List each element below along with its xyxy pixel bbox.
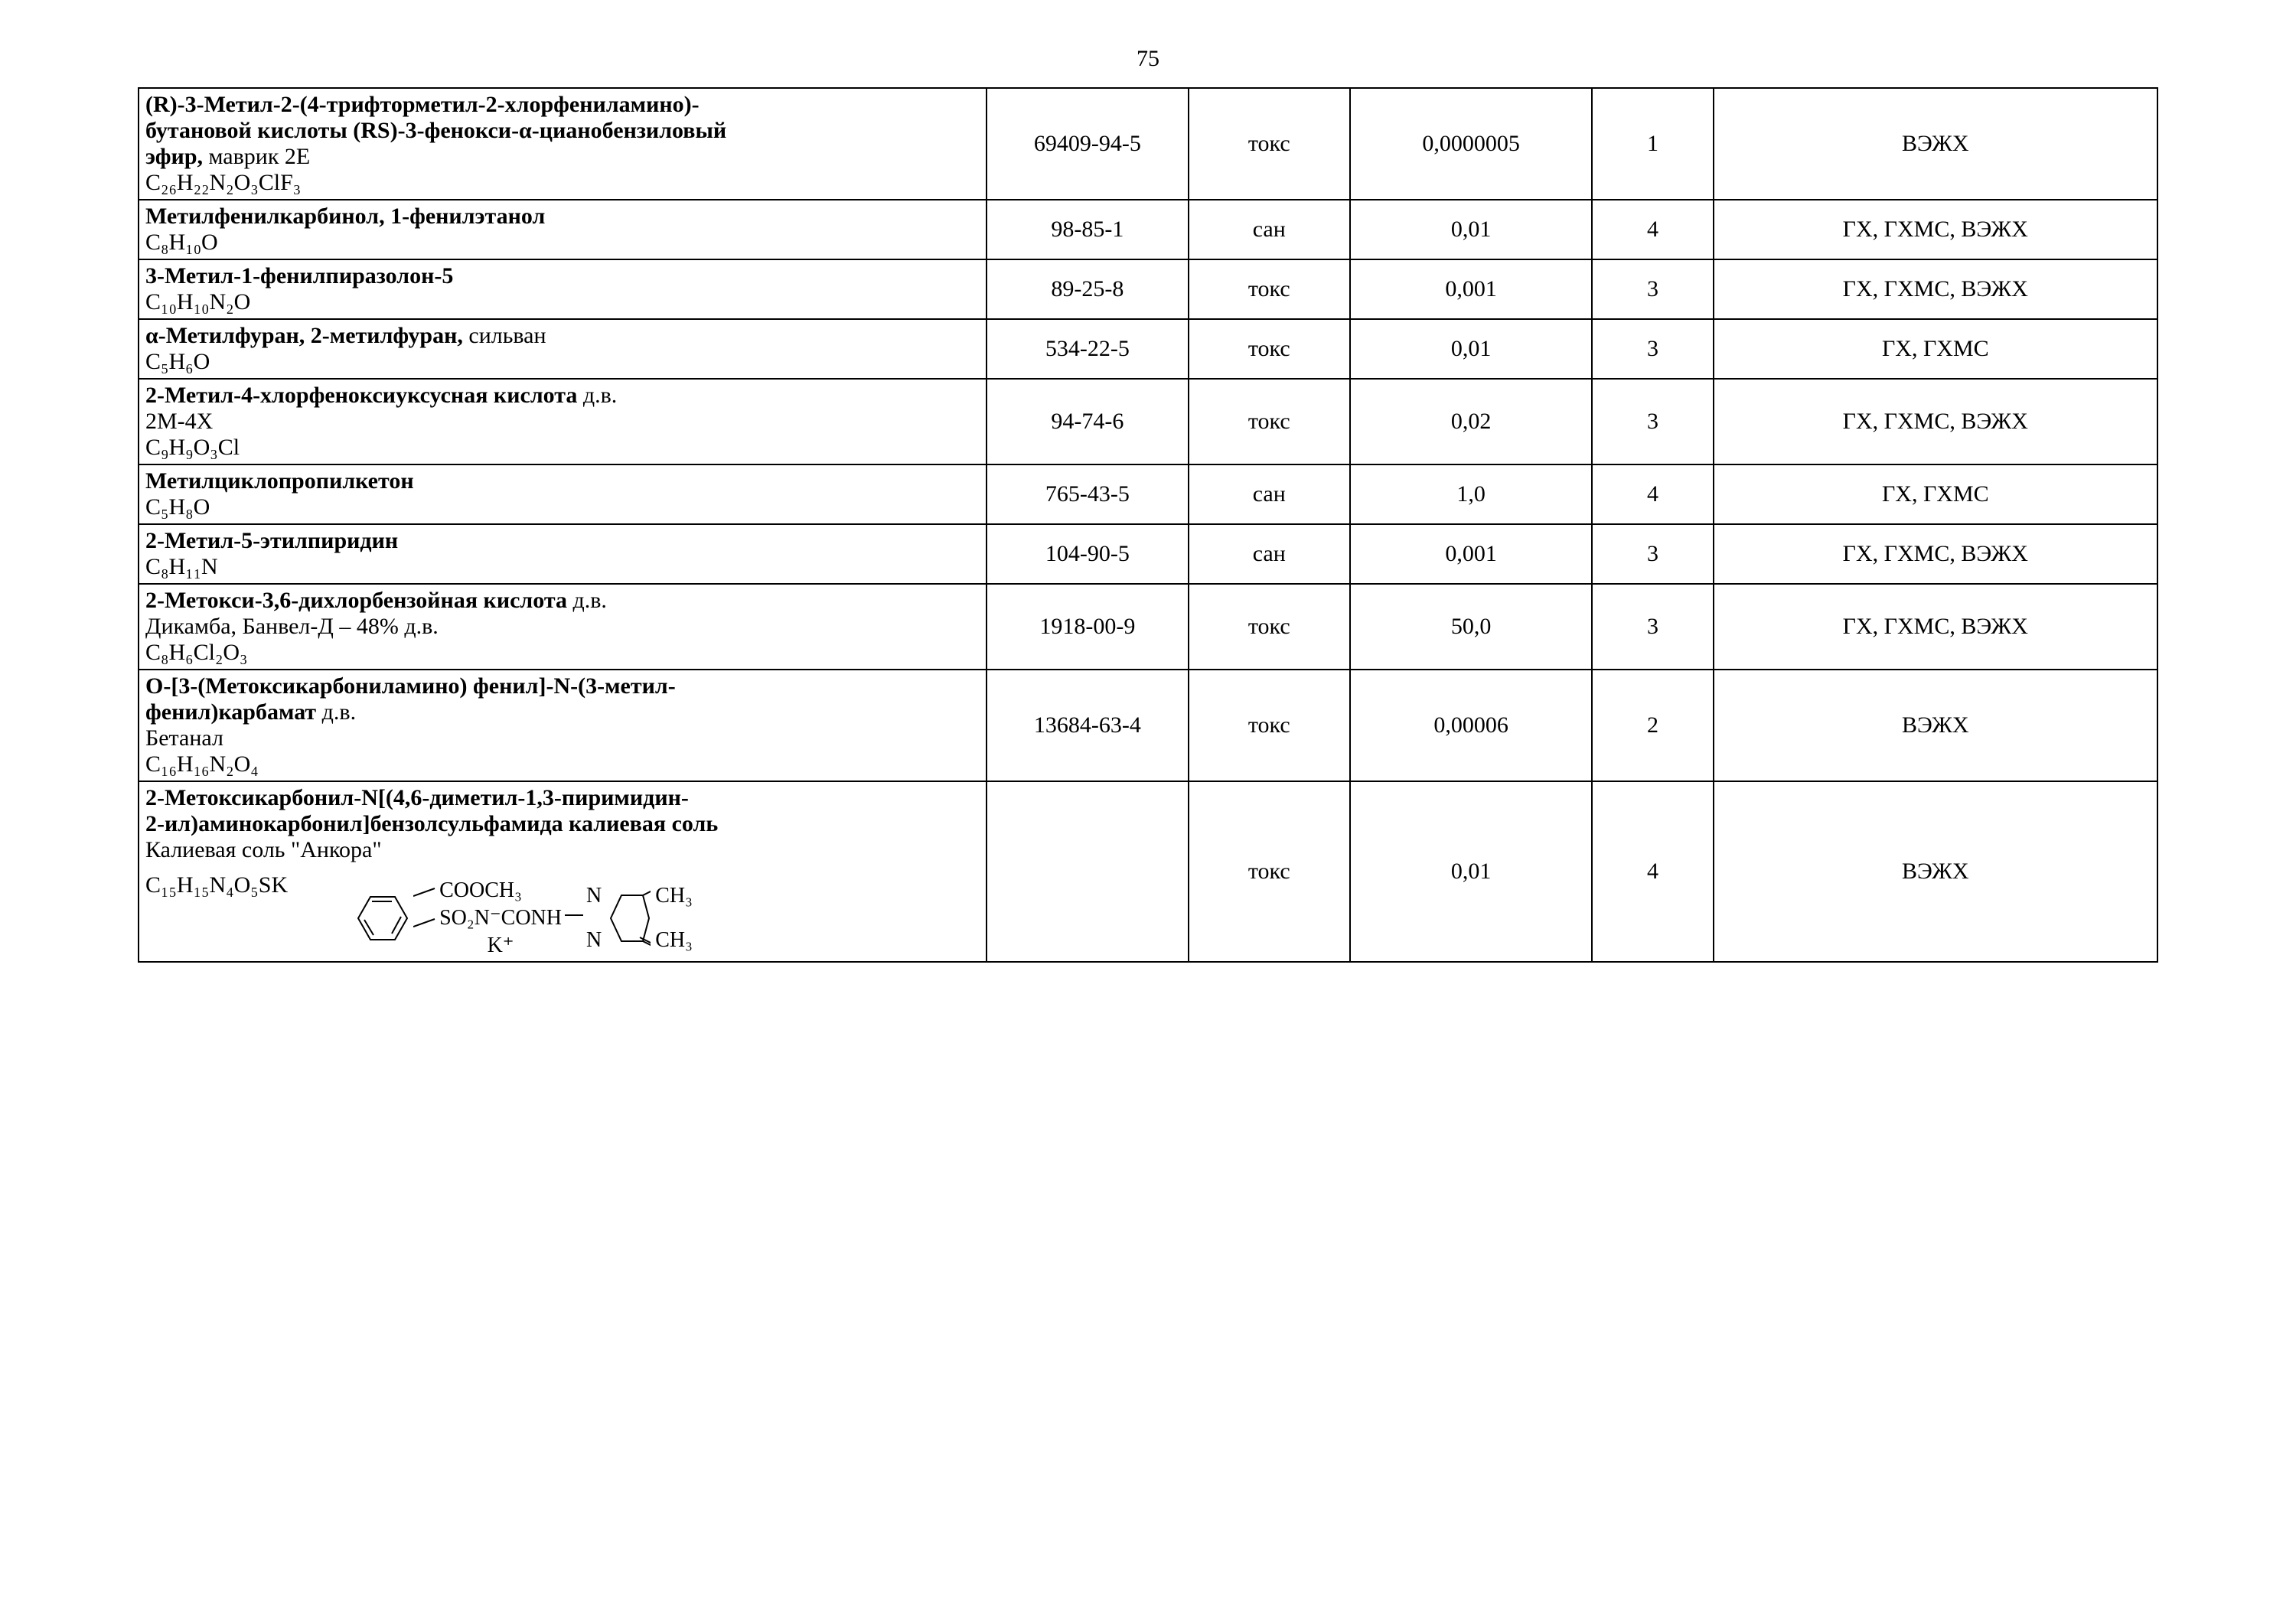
cls-cell: 3 [1592,524,1713,584]
name-cell: 2-Метокси-3,6-дихлорбензойная кислота д.… [139,584,987,670]
ind-cell: токс [1189,319,1350,379]
met-cell: ГХ, ГХМС [1714,319,2157,379]
met-cell: ВЭЖХ [1714,781,2157,962]
ind-cell: токс [1189,781,1350,962]
cls-cell: 3 [1592,259,1713,319]
name-cell: (R)-3-Метил-2-(4-трифторметил-2-хлорфени… [139,88,987,200]
name-cell: 2-Метил-5-этилпиридинC₈H₁₁N [139,524,987,584]
table-row: 2-Метоксикарбонил-N[(4,6-диметил-1,3-пир… [139,781,2157,962]
name-cell: α-Метилфуран, 2-метилфуран, сильванC₅H₆O [139,319,987,379]
pdk-cell: 50,0 [1350,584,1593,670]
cas-cell: 13684-63-4 [987,670,1189,781]
cas-cell: 104-90-5 [987,524,1189,584]
pdk-cell: 0,01 [1350,200,1593,259]
cls-cell: 2 [1592,670,1713,781]
cas-cell: 765-43-5 [987,464,1189,524]
cls-cell: 4 [1592,464,1713,524]
pdk-cell: 0,0000005 [1350,88,1593,200]
cas-cell: 89-25-8 [987,259,1189,319]
met-cell: ГХ, ГХМС [1714,464,2157,524]
pdk-cell: 0,01 [1350,781,1593,962]
table-row: 3-Метил-1-фенилпиразолон-5C₁₀H₁₀N₂O89-25… [139,259,2157,319]
met-cell: ГХ, ГХМС, ВЭЖХ [1714,200,2157,259]
name-cell: 3-Метил-1-фенилпиразолон-5C₁₀H₁₀N₂O [139,259,987,319]
cas-cell: 69409-94-5 [987,88,1189,200]
ind-cell: токс [1189,88,1350,200]
name-cell: 2-Метоксикарбонил-N[(4,6-диметил-1,3-пир… [139,781,987,962]
table-row: МетилциклопропилкетонC₅H₈O765-43-5сан1,0… [139,464,2157,524]
ind-cell: сан [1189,464,1350,524]
ind-cell: токс [1189,584,1350,670]
met-cell: ГХ, ГХМС, ВЭЖХ [1714,584,2157,670]
cls-cell: 3 [1592,379,1713,464]
table-row: О-[3-(Метоксикарбониламино) фенил]-N-(3-… [139,670,2157,781]
cls-cell: 3 [1592,319,1713,379]
cas-cell: 534-22-5 [987,319,1189,379]
formula: C₈H₁₀O [145,230,980,256]
cas-cell: 94-74-6 [987,379,1189,464]
pdk-cell: 1,0 [1350,464,1593,524]
ind-cell: сан [1189,200,1350,259]
table-row: 2-Метил-4-хлорфеноксиуксусная кислота д.… [139,379,2157,464]
met-cell: ГХ, ГХМС, ВЭЖХ [1714,259,2157,319]
pdk-cell: 0,001 [1350,524,1593,584]
formula: C₁₆H₁₆N₂O₄ [145,751,980,777]
formula: C₂₆H₂₂N₂O₃ClF₃ [145,170,980,196]
data-table: (R)-3-Метил-2-(4-трифторметил-2-хлорфени… [138,87,2158,963]
page-number: 75 [138,46,2158,72]
met-cell: ГХ, ГХМС, ВЭЖХ [1714,379,2157,464]
table-row: Метилфенилкарбинол, 1-фенилэтанолC₈H₁₀O9… [139,200,2157,259]
cas-cell: 1918-00-9 [987,584,1189,670]
ind-cell: токс [1189,379,1350,464]
table-row: 2-Метокси-3,6-дихлорбензойная кислота д.… [139,584,2157,670]
cas-cell [987,781,1189,962]
name-cell: О-[3-(Метоксикарбониламино) фенил]-N-(3-… [139,670,987,781]
formula: C₉H₉O₃Cl [145,435,980,461]
formula: C₅H₈O [145,494,980,520]
formula: C₈H₁₁N [145,554,980,580]
pdk-cell: 0,01 [1350,319,1593,379]
formula: C₁₅H₁₅N₄O₅SK [145,872,288,898]
name-cell: 2-Метил-4-хлорфеноксиуксусная кислота д.… [139,379,987,464]
ind-cell: токс [1189,670,1350,781]
formula: C₁₀H₁₀N₂O [145,289,980,315]
formula: C₈H₆Cl₂O₃ [145,640,980,666]
ind-cell: токс [1189,259,1350,319]
met-cell: ВЭЖХ [1714,670,2157,781]
table-row: α-Метилфуран, 2-метилфуран, сильванC₅H₆O… [139,319,2157,379]
table-row: 2-Метил-5-этилпиридинC₈H₁₁N104-90-5сан0,… [139,524,2157,584]
cas-cell: 98-85-1 [987,200,1189,259]
cls-cell: 4 [1592,200,1713,259]
name-cell: Метилфенилкарбинол, 1-фенилэтанолC₈H₁₀O [139,200,987,259]
cls-cell: 3 [1592,584,1713,670]
formula: C₅H₆O [145,349,980,375]
met-cell: ВЭЖХ [1714,88,2157,200]
pdk-cell: 0,02 [1350,379,1593,464]
ind-cell: сан [1189,524,1350,584]
chemical-structure-diagram: COOCH₃ SO₂N⁻CONH K⁺NN CH₃CH₃ [341,878,693,958]
table-row: (R)-3-Метил-2-(4-трифторметил-2-хлорфени… [139,88,2157,200]
met-cell: ГХ, ГХМС, ВЭЖХ [1714,524,2157,584]
cls-cell: 1 [1592,88,1713,200]
pdk-cell: 0,001 [1350,259,1593,319]
cls-cell: 4 [1592,781,1713,962]
pdk-cell: 0,00006 [1350,670,1593,781]
name-cell: МетилциклопропилкетонC₅H₈O [139,464,987,524]
